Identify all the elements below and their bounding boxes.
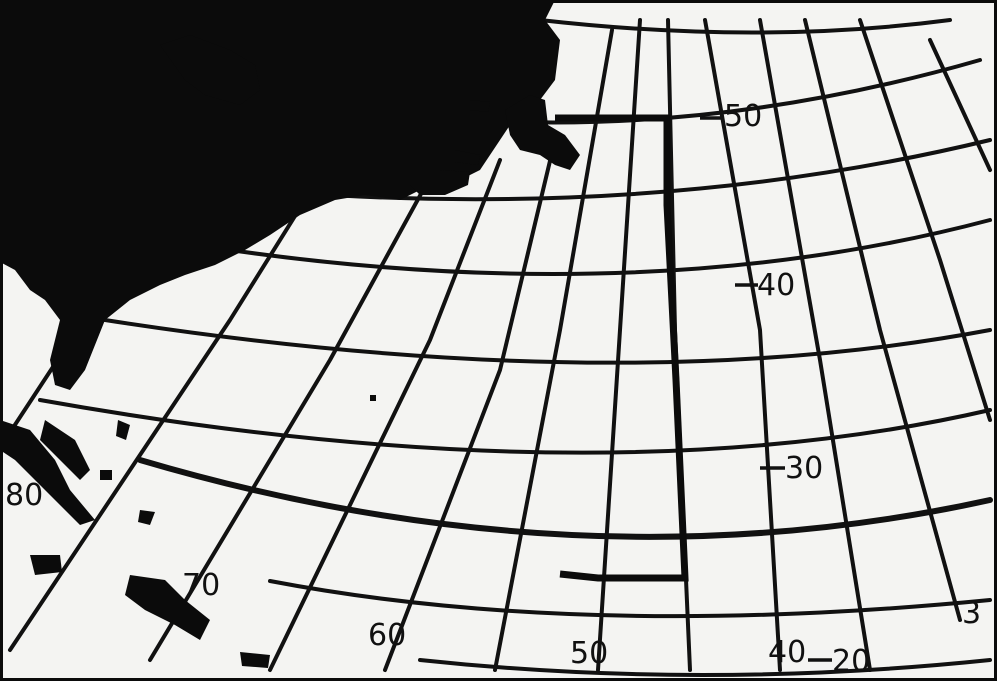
meridian-80 xyxy=(148,148,447,662)
florida xyxy=(40,420,90,480)
bahamas-2 xyxy=(116,420,130,440)
meridian-50 xyxy=(703,18,782,672)
meridian-70 xyxy=(383,138,557,672)
parallel-20 xyxy=(268,579,992,619)
lat-label-40: 40 xyxy=(757,268,795,303)
pei-island xyxy=(455,150,480,165)
north-america-land xyxy=(0,0,560,390)
hispaniola xyxy=(125,575,210,640)
puerto-rico xyxy=(240,652,270,668)
cuba xyxy=(0,420,95,525)
hudson-bay-coast xyxy=(160,35,260,105)
parallel-25 xyxy=(137,457,993,540)
highlighted-region-box xyxy=(555,114,689,582)
meridian-40 xyxy=(803,18,962,622)
meridian-45 xyxy=(758,18,872,672)
longitude-label-group: 80 70 60 50 40 3 xyxy=(5,478,981,671)
gulf-island xyxy=(470,100,490,112)
lon-label-70: 70 xyxy=(182,568,220,603)
bahamas-3 xyxy=(138,510,155,525)
parallel-35 xyxy=(103,318,992,365)
lon-label-80: 80 xyxy=(5,478,43,513)
parallel-30 xyxy=(38,398,992,455)
meridian-30 xyxy=(928,38,992,172)
parallel-15 xyxy=(418,658,992,677)
lat-label-30: 30 xyxy=(785,451,823,486)
newfoundland xyxy=(505,95,580,170)
meridian-65 xyxy=(493,28,614,672)
parallel-55 xyxy=(538,18,952,35)
lon-label-50: 50 xyxy=(570,636,608,671)
meridian-35 xyxy=(858,18,992,422)
lon-label-30: 3 xyxy=(962,596,981,631)
lon-label-40: 40 xyxy=(768,635,806,670)
lon-label-60: 60 xyxy=(368,618,406,653)
latitude-label-group: 50 40 30 20 xyxy=(700,99,870,679)
nova-scotia xyxy=(410,170,470,195)
meridian-75 xyxy=(268,158,502,672)
landmass xyxy=(0,0,580,668)
jamaica xyxy=(30,555,62,575)
bermuda xyxy=(370,395,376,401)
lat-label-20: 20 xyxy=(832,644,870,679)
bahamas-1 xyxy=(100,470,112,480)
meridian-60 xyxy=(596,18,642,672)
lat-label-50: 50 xyxy=(724,99,762,134)
parallel-40 xyxy=(228,218,992,276)
